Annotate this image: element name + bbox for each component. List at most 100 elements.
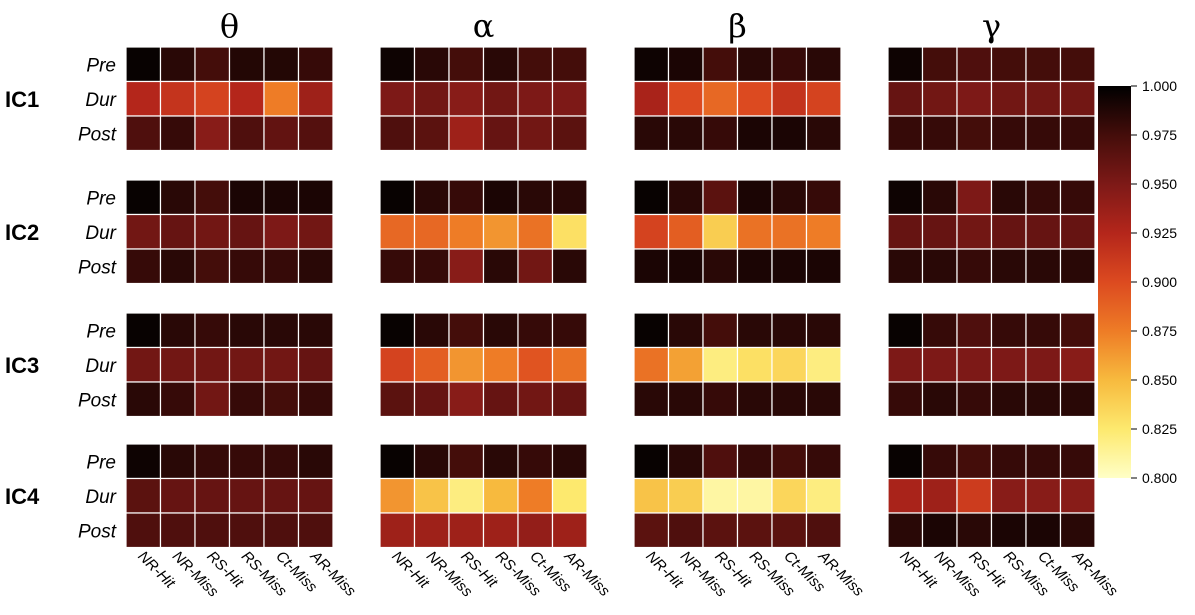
heatmap-cell [1025, 512, 1062, 549]
heatmap-cell [194, 213, 231, 250]
heatmap-cell [551, 46, 588, 83]
heatmap-cell [702, 213, 739, 250]
heatmap-cell [551, 512, 588, 549]
heatmap-cell [263, 248, 300, 285]
heatmap-cell [667, 381, 704, 418]
heatmap-cell [1025, 80, 1062, 117]
heatmap-cell [194, 477, 231, 514]
heatmap-cell [887, 346, 924, 383]
heatmap-cell [633, 80, 670, 117]
heatmap-cell [990, 248, 1027, 285]
heatmap-cell [125, 46, 162, 83]
heatmap-cell [482, 512, 519, 549]
heatmap-cell [159, 381, 196, 418]
heatmap-cell [297, 443, 334, 480]
heatmap-cell [736, 80, 773, 117]
row-label: Dur [85, 356, 116, 377]
heatmap-cell [228, 477, 265, 514]
band-title: β [728, 7, 747, 45]
x-tick-labels: NR-HitNR-MissRS-HitRS-MissCt-MissAR-Miss… [134, 547, 1121, 601]
heatmap-cell [771, 80, 808, 117]
heatmap-cell [159, 115, 196, 152]
heatmap-cell [990, 312, 1027, 349]
heatmap-cell [448, 381, 485, 418]
heatmap-cell [1059, 46, 1096, 83]
x-tick-label: AR-Miss [814, 547, 867, 600]
heatmap-cell [125, 443, 162, 480]
heatmap-cell [1025, 443, 1062, 480]
row-label: Post [78, 390, 117, 411]
heatmap-cell [956, 512, 993, 549]
heatmap-cell [887, 80, 924, 117]
heatmap-cell [667, 179, 704, 216]
heatmap-cell [263, 213, 300, 250]
heatmap-cell [413, 80, 450, 117]
heatmap-cell [990, 346, 1027, 383]
heatmap-cell [1059, 179, 1096, 216]
heatmap-cell [125, 381, 162, 418]
heatmap-cell [482, 346, 519, 383]
heatmap-cell [736, 512, 773, 549]
panel-ic2-band-2 [379, 179, 588, 285]
panel-ic4-band-3 [633, 443, 842, 549]
heatmap-cell [956, 248, 993, 285]
heatmap-cell [1025, 248, 1062, 285]
heatmap-cell [633, 213, 670, 250]
row-label: Dur [85, 487, 116, 508]
heatmap-cell [551, 346, 588, 383]
heatmap-cell [1059, 443, 1096, 480]
heatmap-cell [1025, 312, 1062, 349]
panel-ic2-band-4 [887, 179, 1096, 285]
heatmap-cell [263, 46, 300, 83]
heatmap-cell [956, 477, 993, 514]
row-label: Dur [85, 223, 116, 244]
heatmap-cell [887, 443, 924, 480]
panel-ic3-band-1 [125, 312, 334, 418]
heatmap-cell [702, 312, 739, 349]
heatmap-cell [702, 443, 739, 480]
heatmap-cell [633, 248, 670, 285]
heatmap-cell [1059, 381, 1096, 418]
panel-ic3-band-4 [887, 312, 1096, 418]
heatmap-cell [379, 312, 416, 349]
heatmap-cell [702, 346, 739, 383]
heatmap-cell [228, 346, 265, 383]
heatmap-cell [1025, 179, 1062, 216]
x-tick-label: AR-Miss [306, 547, 359, 600]
heatmap-cell [921, 179, 958, 216]
heatmap-cell [413, 346, 450, 383]
heatmap-cell [448, 248, 485, 285]
heatmap-cell [159, 346, 196, 383]
heatmap-cell [633, 312, 670, 349]
heatmap-cell [228, 213, 265, 250]
heatmap-cell [990, 80, 1027, 117]
heatmap-cell [956, 115, 993, 152]
heatmap-cell [805, 46, 842, 83]
heatmap-cell [805, 312, 842, 349]
heatmap-cell [887, 312, 924, 349]
heatmap-cell [921, 46, 958, 83]
heatmap-cell [990, 213, 1027, 250]
row-label: Pre [86, 55, 116, 76]
band-title: γ [982, 7, 1001, 45]
heatmap-cell [297, 213, 334, 250]
heatmap-cell [297, 80, 334, 117]
heatmap-cell [413, 248, 450, 285]
heatmap-cell [413, 477, 450, 514]
heatmap-cell [771, 115, 808, 152]
heatmap-cell [702, 179, 739, 216]
heatmap-cell [887, 381, 924, 418]
heatmap-cell [736, 248, 773, 285]
heatmap-cell [125, 512, 162, 549]
heatmap-cell [956, 213, 993, 250]
heatmap-cell [379, 248, 416, 285]
heatmap-cell [482, 248, 519, 285]
heatmap-cell [263, 346, 300, 383]
heatmap-cell [990, 179, 1027, 216]
heatmap-cell [702, 512, 739, 549]
heatmap-cell [228, 248, 265, 285]
heatmap-cell [667, 213, 704, 250]
heatmap-cell [517, 179, 554, 216]
heatmap-cell [736, 381, 773, 418]
